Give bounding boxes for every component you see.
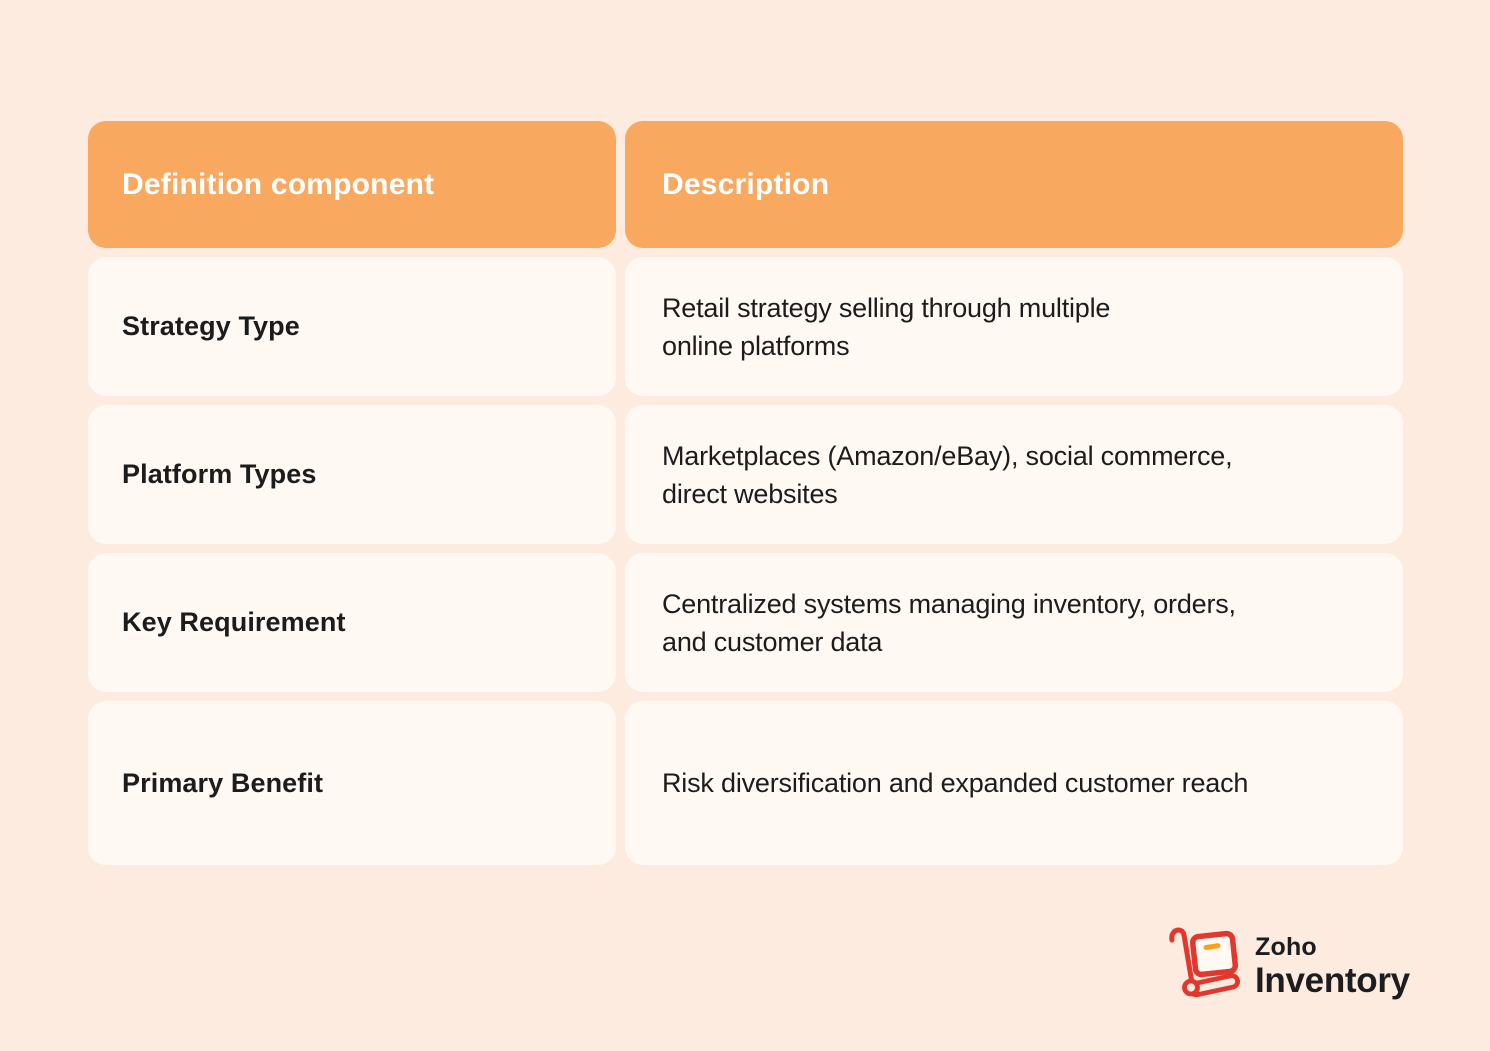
zoho-inventory-logo-text: Zoho Inventory <box>1255 924 1410 1000</box>
table-row-cell-platform-types: Platform Types <box>88 405 616 544</box>
zoho-inventory-logo: Zoho Inventory <box>1166 924 1410 1002</box>
component-label: Platform Types <box>122 459 317 489</box>
logo-product-name: Inventory <box>1255 961 1410 1000</box>
description-text: Centralized systems managing inventory, … <box>662 588 1236 657</box>
description-text: Retail strategy selling through multiple… <box>662 292 1111 361</box>
table-header-description: Description <box>625 121 1403 248</box>
hand-truck-with-box-icon <box>1169 927 1241 998</box>
table-row-cell-platform-types-description: Marketplaces (Amazon/eBay), social comme… <box>625 405 1403 544</box>
table-row-cell-key-requirement: Key Requirement <box>88 553 616 692</box>
table-row-cell-primary-benefit: Primary Benefit <box>88 701 616 865</box>
table-header-definition-component: Definition component <box>88 121 616 248</box>
component-label: Strategy Type <box>122 311 300 341</box>
component-label: Primary Benefit <box>122 767 324 798</box>
header-label-definition-component: Definition component <box>122 167 435 201</box>
definition-table: Definition component Description Strateg… <box>88 121 1403 865</box>
table-row-cell-key-requirement-description: Centralized systems managing inventory, … <box>625 553 1403 692</box>
table-row-cell-strategy-type-description: Retail strategy selling through multiple… <box>625 257 1403 396</box>
description-text: Marketplaces (Amazon/eBay), social comme… <box>662 440 1233 509</box>
logo-brand-name: Zoho <box>1255 933 1317 961</box>
table-row-cell-primary-benefit-description: Risk diversification and expanded custom… <box>625 701 1403 865</box>
description-text: Risk diversification and expanded custom… <box>662 768 1249 798</box>
table-row-cell-strategy-type: Strategy Type <box>88 257 616 396</box>
header-label-description: Description <box>662 167 830 201</box>
component-label: Key Requirement <box>122 607 346 637</box>
